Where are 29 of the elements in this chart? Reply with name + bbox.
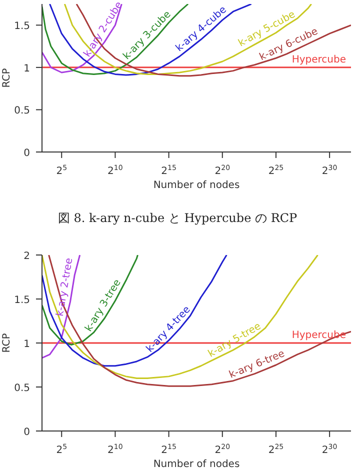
x-tick-label: 2$^{10}$ xyxy=(108,443,123,456)
x-tick-label: 2$^{30}$ xyxy=(322,443,338,456)
x-tick-label: 2$^{25}$ xyxy=(268,164,284,177)
y-tick-label: 2 xyxy=(24,251,30,262)
x-tick-label: 2$^{20}$ xyxy=(214,164,230,177)
y-tick-label: 0 xyxy=(24,427,30,438)
ref-line-label: Hypercube xyxy=(292,54,346,66)
y-tick-label: 0.5 xyxy=(14,106,30,117)
y-tick-label: 1.5 xyxy=(14,21,30,32)
x-tick-label: 2$^{5}$ xyxy=(56,443,68,456)
text: k-ary 2-tree xyxy=(54,257,76,318)
y-tick-label: 0 xyxy=(24,148,30,159)
x-tick-label: 2$^{30}$ xyxy=(322,164,338,177)
caption: 図 8. k-ary n-cube と Hypercube の RCP xyxy=(56,210,298,227)
x-axis-title: Number of nodes xyxy=(153,180,240,191)
y-axis-title: RCP xyxy=(2,68,13,88)
x-tick-label: 2$^{15}$ xyxy=(161,443,176,456)
text: k-ary 6-tree xyxy=(228,348,286,381)
x-tick-label: 2$^{15}$ xyxy=(161,164,176,177)
x-axis-title: Number of nodes xyxy=(153,459,240,470)
x-tick-label: 2$^{20}$ xyxy=(214,443,230,456)
y-tick-label: 1 xyxy=(24,63,30,74)
x-tick-label: 2$^{25}$ xyxy=(268,443,284,456)
y-tick-label: 1.5 xyxy=(14,295,30,306)
x-tick-label: 2$^{5}$ xyxy=(56,164,68,177)
y-tick-label: 1 xyxy=(24,339,30,350)
y-axis-title: RCP xyxy=(2,333,13,353)
y-tick-label: 0.5 xyxy=(14,383,30,394)
x-tick-label: 2$^{10}$ xyxy=(108,164,123,177)
